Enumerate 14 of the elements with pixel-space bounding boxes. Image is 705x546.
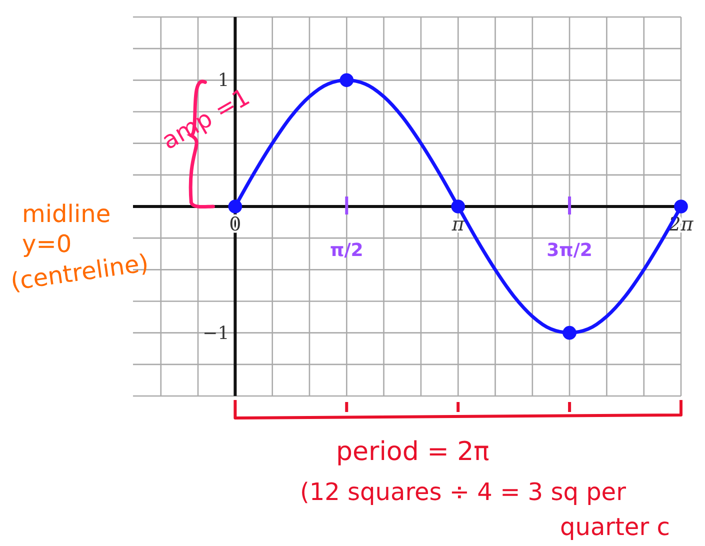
y-tick-label: −1	[202, 322, 230, 344]
point	[451, 200, 466, 214]
x-tick-label: π	[450, 214, 465, 236]
text: midline	[22, 200, 111, 228]
annotation: 3π/2	[546, 240, 592, 261]
point	[228, 200, 242, 214]
text: quarter c	[560, 513, 670, 541]
point	[562, 326, 576, 340]
point	[674, 200, 688, 214]
point	[340, 73, 354, 88]
y-tick-label: 1	[218, 70, 230, 92]
text: (12 squares ÷ 4 = 3 sq per	[300, 478, 626, 506]
annotation: π/2	[330, 240, 364, 261]
text: period = 2π	[336, 437, 490, 467]
